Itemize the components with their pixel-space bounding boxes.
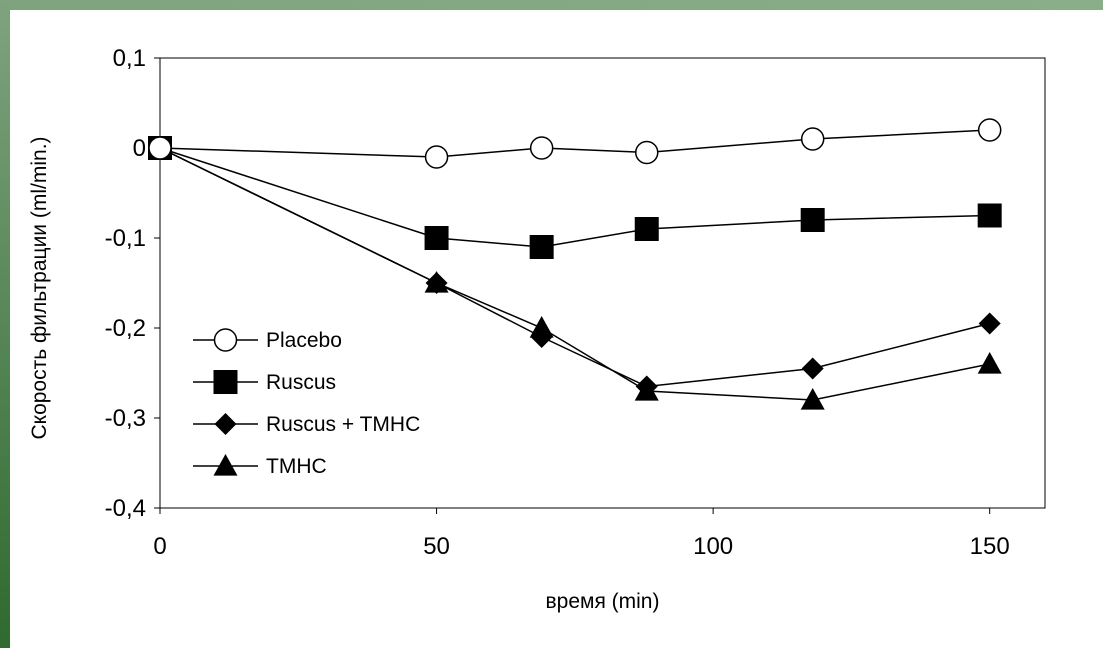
y-tick-label: -0,1 [105, 225, 146, 252]
x-tick-label: 150 [970, 533, 1010, 560]
legend-marker [214, 413, 237, 435]
data-point [529, 136, 554, 160]
data-point [424, 226, 449, 250]
data-point [634, 217, 659, 241]
y-axis: 0,1 0 -0,1 -0,2 -0,3 -0,4 [105, 45, 160, 522]
legend-label: Placebo [266, 329, 342, 352]
data-point [530, 326, 553, 348]
data-point [800, 388, 825, 410]
legend-marker [213, 370, 238, 394]
data-point [977, 352, 1002, 374]
data-point [800, 208, 825, 232]
data-point [801, 357, 824, 380]
series-line [159, 147, 990, 388]
series-line [159, 129, 990, 158]
y-tick-label: -0,3 [105, 405, 146, 432]
data-point [425, 272, 448, 294]
x-axis-label: время (min) [546, 590, 660, 613]
legend-label: Ruscus [266, 371, 336, 394]
legend-label: Ruscus + TMHC [266, 413, 420, 436]
legend-marker [213, 328, 238, 352]
x-tick-label: 100 [693, 533, 733, 560]
y-tick-label: 0 [133, 135, 146, 162]
y-tick-label: -0,4 [105, 495, 146, 522]
x-axis: 0 50 100 150 [153, 508, 1010, 560]
data-point [424, 145, 449, 169]
y-axis-label: Скорость фильтрации (ml/min.) [28, 136, 51, 439]
line-chart: 0,1 0 -0,1 -0,2 -0,3 -0,4 0 50 100 150 Placebo Ru… [28, 45, 1046, 613]
data-point [800, 127, 825, 151]
x-tick-label: 50 [423, 533, 450, 560]
data-point [635, 375, 658, 398]
data-point [977, 203, 1002, 228]
chart-panel: 0,1 0 -0,1 -0,2 -0,3 -0,4 0 50 100 150 Placebo Ru… [10, 10, 1103, 648]
data-point [529, 235, 554, 259]
y-tick-label: -0,2 [105, 315, 146, 342]
plot-frame [159, 57, 1046, 509]
legend-label: TMHC [266, 455, 327, 478]
series-line [159, 147, 990, 401]
series-line [159, 147, 990, 248]
data-point [148, 136, 172, 160]
legend-marker [213, 454, 238, 476]
left-decor-strip [0, 0, 10, 648]
data-point [977, 118, 1002, 142]
series-layer [148, 118, 1002, 410]
y-tick-label: 0,1 [113, 45, 146, 72]
data-point [978, 312, 1001, 335]
data-point [635, 140, 659, 165]
legend: Placebo Ruscus Ruscus + TMHC TMHC [193, 328, 420, 478]
plot-area [159, 57, 1046, 509]
x-tick-label: 0 [153, 533, 166, 560]
